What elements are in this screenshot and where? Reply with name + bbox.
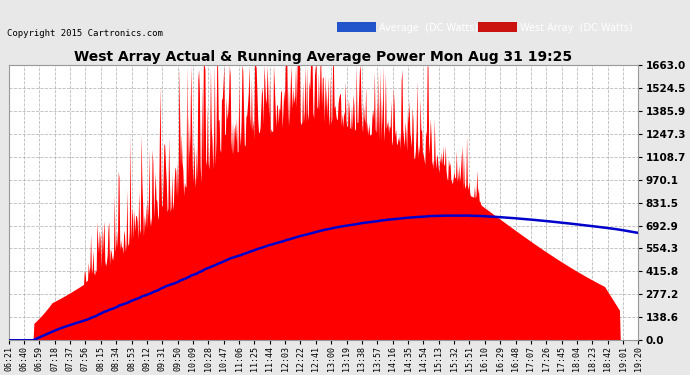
Legend: Average  (DC Watts), West Array  (DC Watts): Average (DC Watts), West Array (DC Watts…: [336, 21, 633, 34]
Title: West Array Actual & Running Average Power Mon Aug 31 19:25: West Array Actual & Running Average Powe…: [75, 50, 573, 64]
Text: Copyright 2015 Cartronics.com: Copyright 2015 Cartronics.com: [7, 28, 163, 38]
